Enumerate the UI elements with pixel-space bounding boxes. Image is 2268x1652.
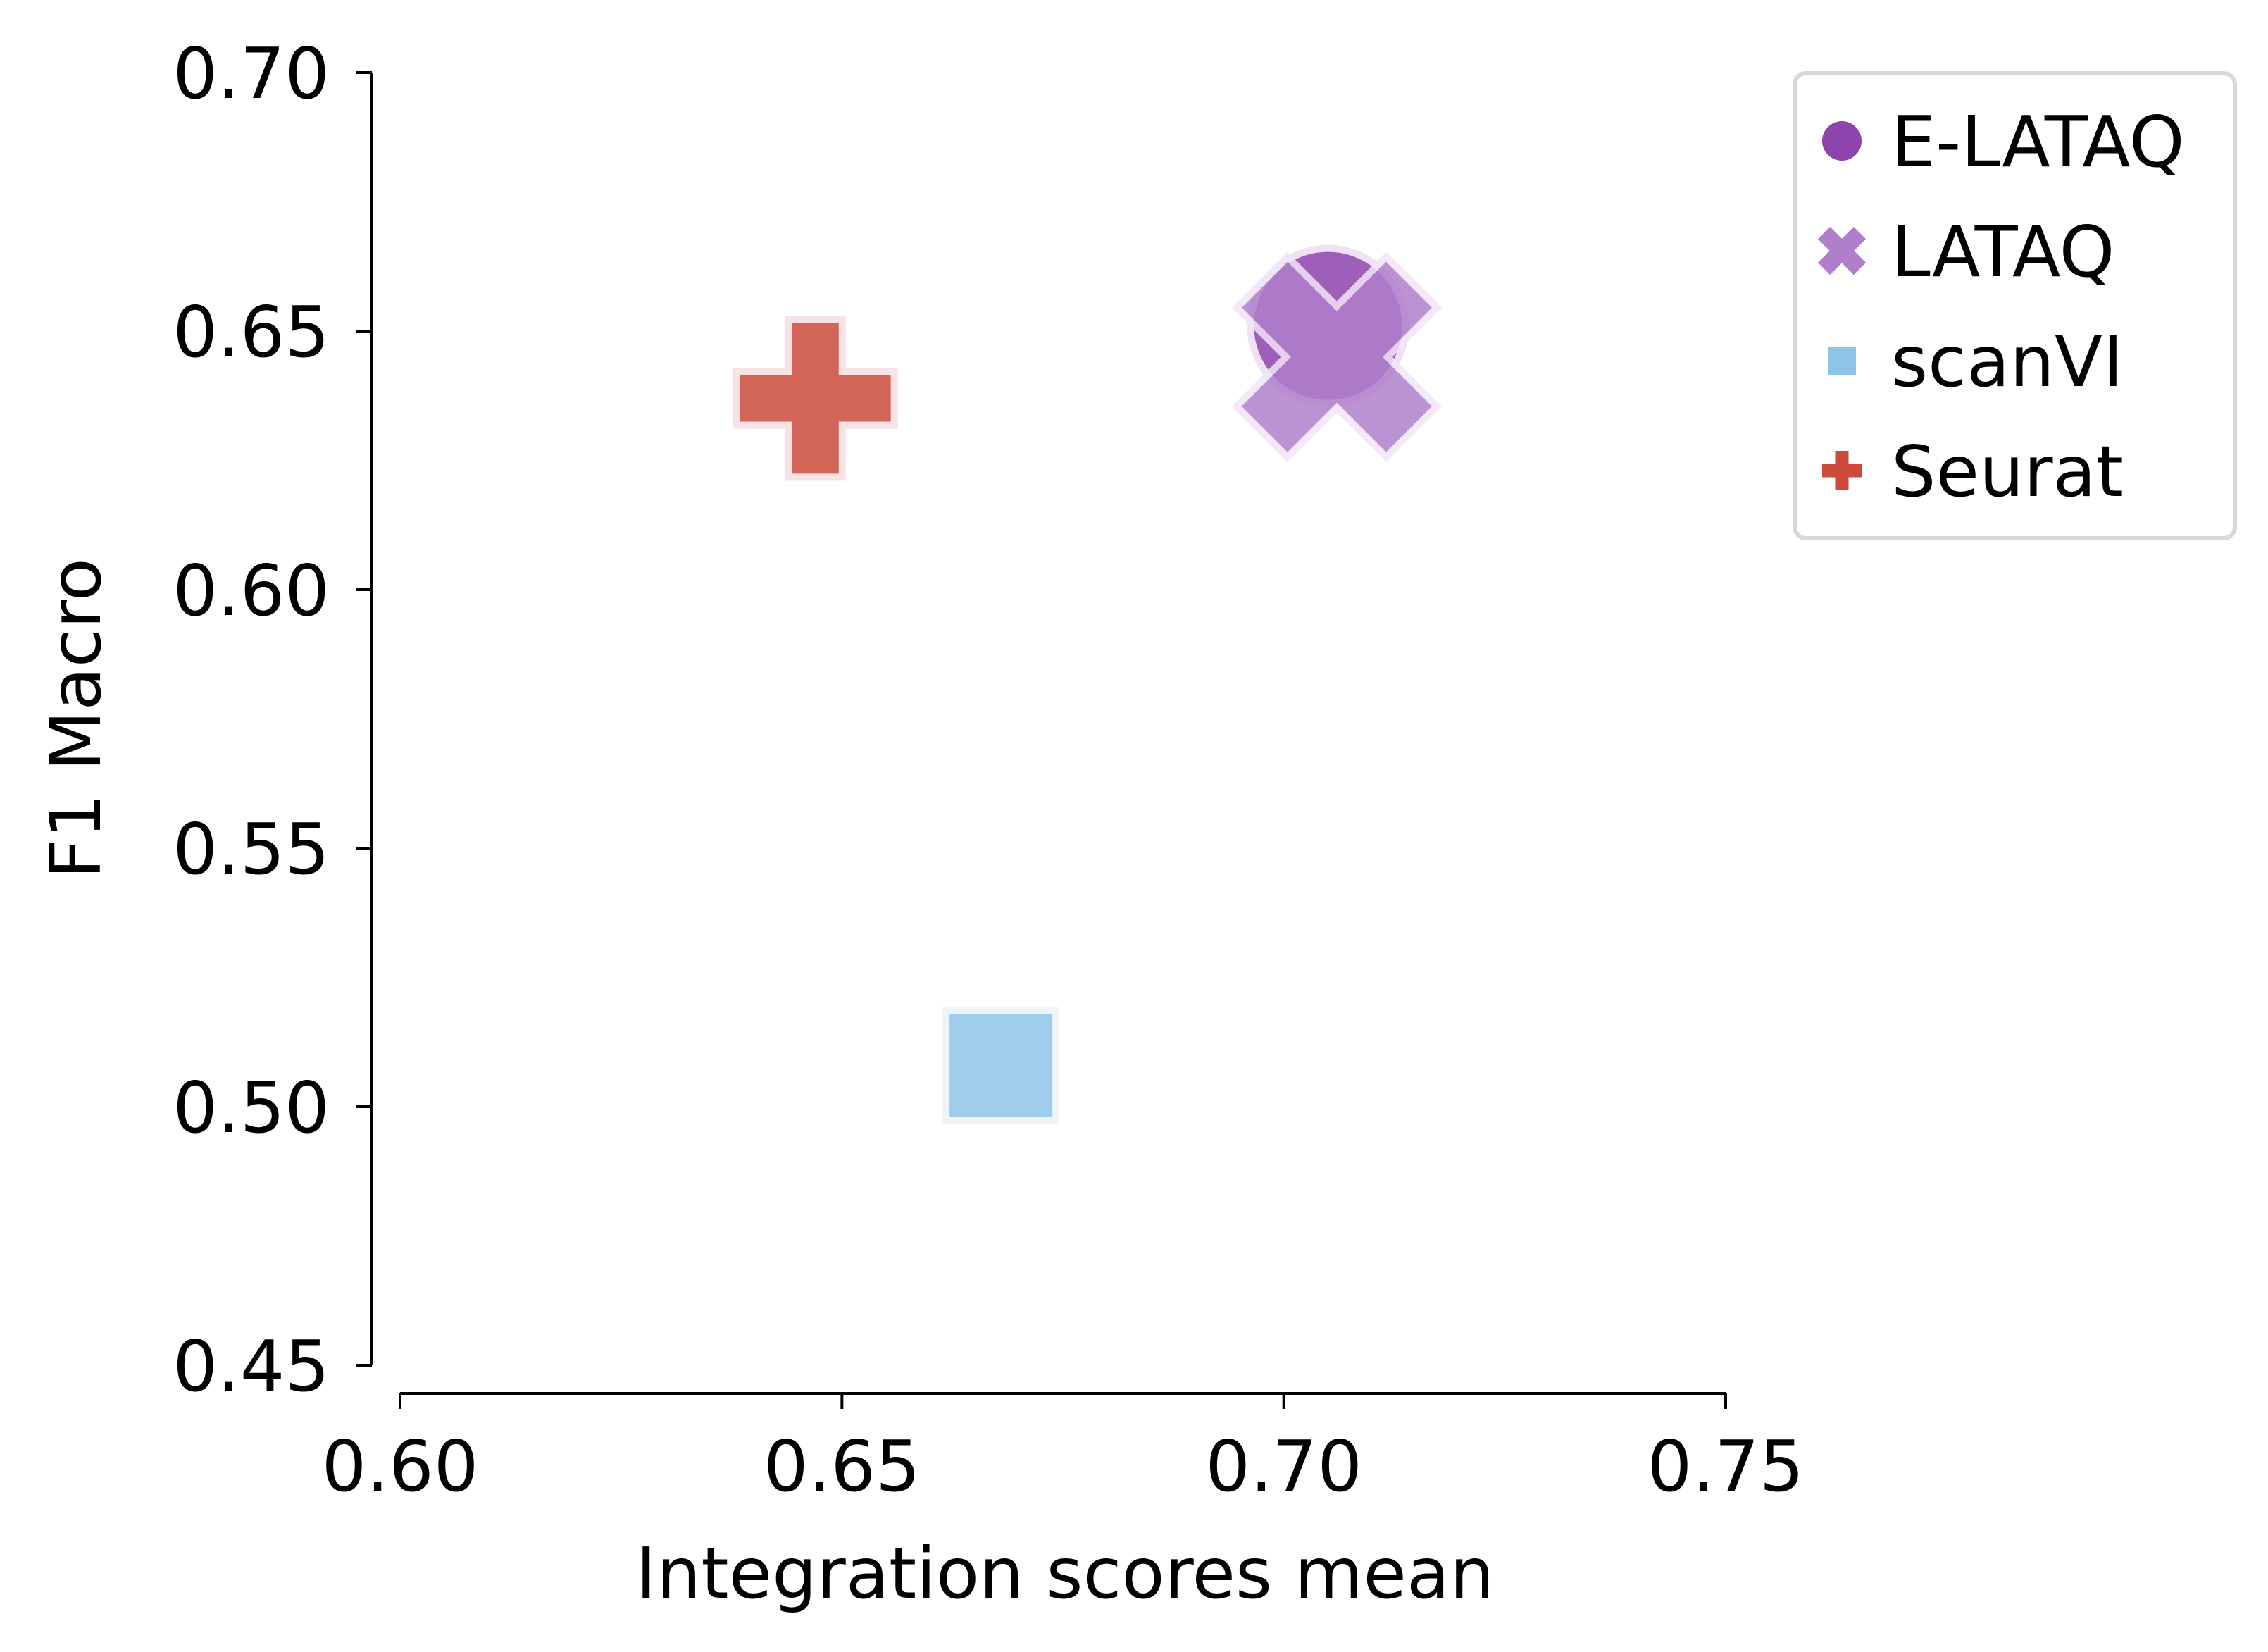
y-tick-label: 0.70 [173,32,330,115]
y-tick-label: 0.55 [173,808,330,890]
legend-marker-lataq [1817,226,1867,275]
legend-label-lataq: LATAQ [1891,211,2114,293]
legend-items: E-LATAQ LATAQ scanVI Seurat [1817,101,2185,513]
legend-marker-scanvi [1828,347,1856,375]
point-seurat [733,316,898,481]
legend-label-seurat: Seurat [1891,430,2124,513]
legend-marker-e-lataq [1822,121,1862,161]
x-tick-label: 0.65 [764,1425,921,1508]
data-points [733,244,1443,1124]
legend-frame [1793,71,2237,540]
y-tick-label: 0.65 [173,291,330,373]
point-lataq [1231,251,1443,462]
y-tick-label: 0.50 [173,1067,330,1149]
y-axis-label: F1 Macro [35,558,117,879]
point-scanvi [942,1007,1060,1124]
x-axis-label: Integration scores mean [636,1532,1495,1615]
x-tick-label: 0.75 [1647,1425,1805,1508]
legend-label-scanvi: scanVI [1891,321,2124,403]
legend-label-e-lataq: E-LATAQ [1891,101,2185,183]
x-tick-label: 0.70 [1205,1425,1362,1508]
y-axis: 0.45 0.50 0.55 0.60 0.65 0.70 [173,32,373,1408]
y-tick-label: 0.45 [173,1325,330,1408]
x-tick-label: 0.60 [322,1425,479,1508]
y-tick-label: 0.60 [173,549,330,632]
x-axis: 0.60 0.65 0.70 0.75 [322,1392,1805,1508]
legend-marker-seurat [1822,451,1862,490]
legend: E-LATAQ LATAQ scanVI Seurat [1793,71,2237,540]
